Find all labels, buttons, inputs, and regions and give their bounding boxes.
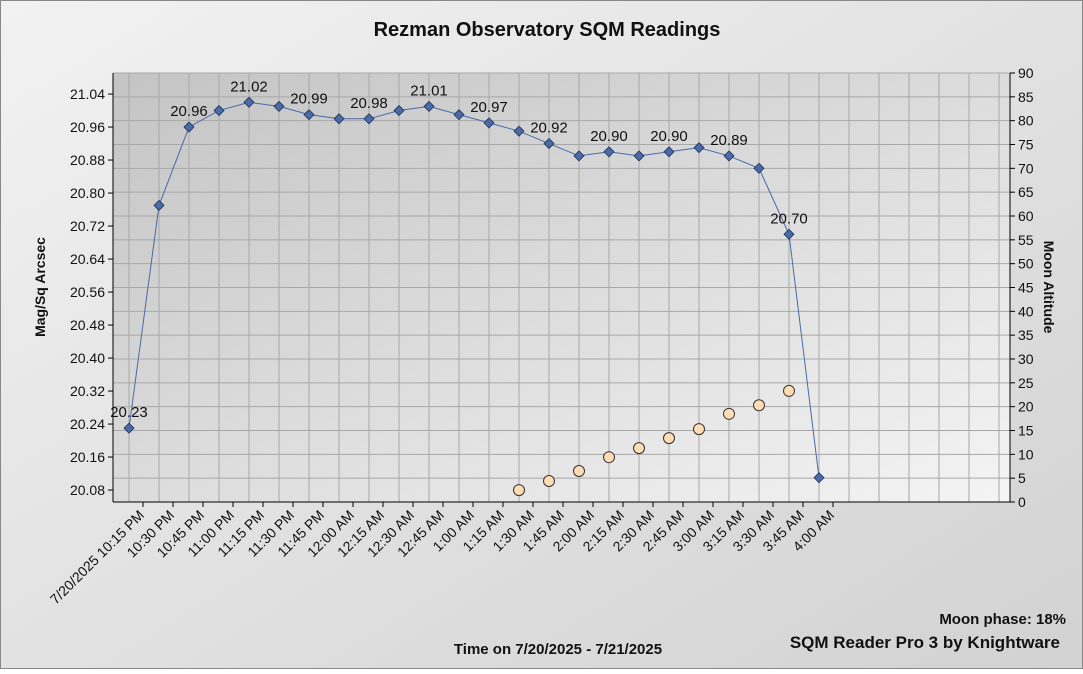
- data-point: [693, 142, 705, 154]
- data-label: 20.97: [470, 99, 508, 116]
- data-point: [813, 472, 825, 484]
- moon-point: [693, 423, 705, 436]
- data-point: [753, 162, 765, 174]
- moon-point: [723, 407, 735, 420]
- x-axis-label: Time on 7/20/2025 - 7/21/2025: [454, 641, 662, 658]
- moon-point: [753, 399, 765, 412]
- y2-tick-label: 25: [1018, 375, 1034, 391]
- moon-phase: Moon phase: 18%: [939, 611, 1066, 628]
- moon-point: [543, 475, 555, 488]
- y2-tick-label: 30: [1018, 351, 1034, 367]
- y2-tick-label: 15: [1018, 423, 1034, 439]
- data-point: [123, 422, 135, 434]
- moon-point: [633, 442, 645, 455]
- series-line: [128, 101, 820, 478]
- data-label: 20.99: [290, 91, 328, 108]
- data-point: [603, 146, 615, 158]
- data-label: 20.90: [590, 128, 628, 145]
- y-axis-label: Mag/Sq Arcsec: [32, 237, 48, 337]
- y2-tick-label: 70: [1018, 160, 1034, 176]
- data-point: [303, 109, 315, 121]
- data-label: 20.92: [530, 120, 568, 137]
- y-tick-label: 20.32: [70, 383, 105, 399]
- moon-point: [663, 432, 675, 445]
- y2-tick-label: 65: [1018, 184, 1034, 200]
- data-label: 20.90: [650, 128, 688, 145]
- data-label: 21.01: [410, 82, 448, 99]
- data-label: 20.89: [710, 132, 748, 149]
- data-label: 20.23: [110, 404, 148, 421]
- data-point: [183, 121, 195, 133]
- chart-title: Rezman Observatory SQM Readings: [374, 19, 721, 41]
- y-tick-label: 20.24: [70, 416, 105, 432]
- data-point: [513, 125, 525, 137]
- data-label: 21.02: [230, 78, 268, 95]
- data-point: [273, 100, 285, 112]
- y2-tick-label: 35: [1018, 327, 1034, 343]
- moon-point: [603, 451, 615, 464]
- y-tick-label: 20.64: [70, 251, 105, 267]
- data-point: [573, 150, 585, 162]
- y2-tick-label: 10: [1018, 446, 1034, 462]
- data-point: [483, 117, 495, 129]
- data-point: [663, 146, 675, 158]
- data-label: 20.96: [170, 103, 208, 120]
- y-tick-label: 20.80: [70, 185, 105, 201]
- data-point: [723, 150, 735, 162]
- y2-tick-label: 0: [1018, 494, 1026, 510]
- data-label: 20.70: [770, 210, 808, 227]
- y-tick-label: 20.40: [70, 350, 105, 366]
- moon-point: [783, 384, 795, 397]
- y2-tick-label: 40: [1018, 303, 1034, 319]
- data-point: [243, 96, 255, 108]
- y2-tick-label: 75: [1018, 137, 1034, 153]
- y2-tick-label: 20: [1018, 399, 1034, 415]
- y2-tick-label: 85: [1018, 89, 1034, 105]
- data-label: 20.98: [350, 95, 388, 112]
- y2-tick-label: 60: [1018, 208, 1034, 224]
- credit: SQM Reader Pro 3 by Knightware: [790, 633, 1060, 652]
- y-tick-label: 20.08: [70, 482, 105, 498]
- data-point: [423, 100, 435, 112]
- y2-tick-label: 50: [1018, 256, 1034, 272]
- y-tick-label: 20.48: [70, 317, 105, 333]
- data-point: [453, 109, 465, 121]
- data-point: [783, 228, 795, 240]
- y2-tick-label: 45: [1018, 280, 1034, 296]
- y-tick-label: 20.56: [70, 284, 105, 300]
- y2-tick-label: 5: [1018, 470, 1026, 486]
- moon-point: [573, 465, 585, 478]
- y2-tick-label: 90: [1018, 65, 1034, 81]
- data-point: [213, 104, 225, 117]
- y-tick-label: 21.04: [70, 86, 105, 102]
- y-tick-label: 20.72: [70, 218, 105, 234]
- data-point: [543, 137, 555, 150]
- y-tick-label: 20.96: [70, 119, 105, 135]
- data-point: [633, 150, 645, 162]
- y2-tick-label: 80: [1018, 113, 1034, 129]
- data-point: [333, 113, 345, 125]
- data-point: [153, 199, 165, 211]
- y-tick-label: 20.16: [70, 449, 105, 465]
- data-point: [363, 113, 375, 125]
- y2-axis-label: Moon Altitude: [1041, 241, 1057, 334]
- y-tick-label: 20.88: [70, 152, 105, 168]
- data-point: [393, 104, 405, 117]
- moon-point: [513, 484, 525, 497]
- y2-tick-label: 55: [1018, 232, 1034, 248]
